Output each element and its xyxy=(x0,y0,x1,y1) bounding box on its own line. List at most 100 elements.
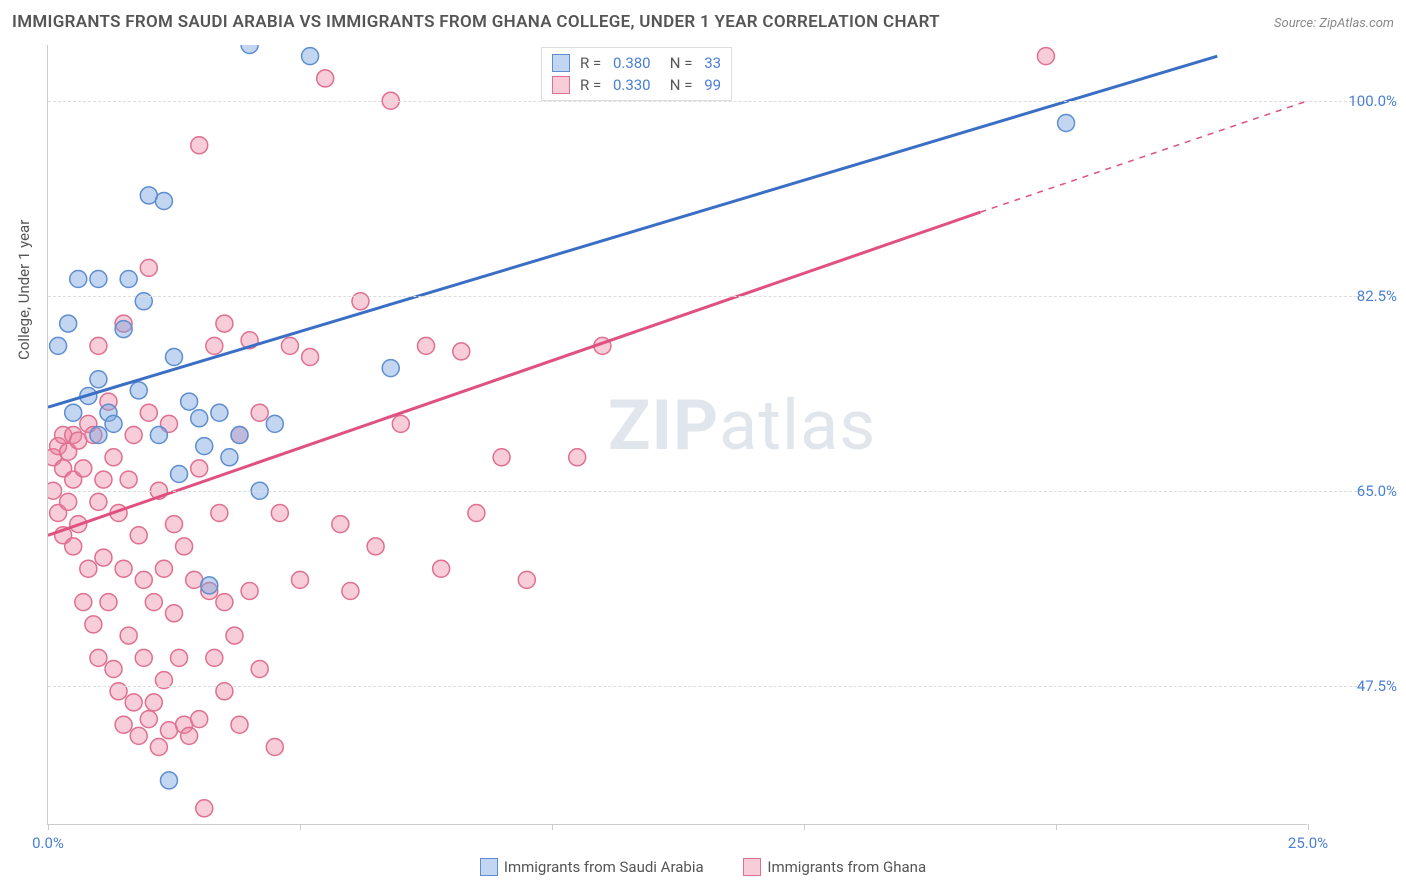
data-point xyxy=(176,538,193,555)
data-point xyxy=(140,259,157,276)
data-point xyxy=(70,271,87,288)
data-point xyxy=(120,627,137,644)
data-point xyxy=(115,321,132,338)
data-point xyxy=(140,404,157,421)
legend-row-saudi: R = 0.380 N = 33 xyxy=(552,52,721,74)
data-point xyxy=(160,772,177,789)
data-point xyxy=(317,70,334,87)
gridline xyxy=(48,491,1362,492)
swatch-saudi xyxy=(552,54,570,72)
data-point xyxy=(266,739,283,756)
data-point xyxy=(50,337,67,354)
data-point xyxy=(211,505,228,522)
data-point xyxy=(65,538,82,555)
data-point xyxy=(75,460,92,477)
data-point xyxy=(292,571,309,588)
data-point xyxy=(226,627,243,644)
x-tick xyxy=(552,824,553,830)
scatter-svg xyxy=(48,45,1308,825)
data-point xyxy=(201,577,218,594)
data-point xyxy=(211,404,228,421)
data-point xyxy=(166,349,183,366)
gridline xyxy=(48,686,1362,687)
gridline xyxy=(48,296,1362,297)
data-point xyxy=(221,449,238,466)
data-point xyxy=(171,649,188,666)
data-point xyxy=(115,560,132,577)
trend-line-dashed xyxy=(980,101,1308,212)
data-point xyxy=(231,427,248,444)
data-point xyxy=(120,471,137,488)
x-tick xyxy=(1308,824,1309,830)
data-point xyxy=(166,516,183,533)
data-point xyxy=(281,337,298,354)
y-axis-label: College, Under 1 year xyxy=(15,220,33,360)
data-point xyxy=(75,594,92,611)
data-point xyxy=(302,349,319,366)
bottom-legend: Immigrants from Saudi Arabia Immigrants … xyxy=(0,858,1406,880)
data-point xyxy=(196,438,213,455)
x-tick-label: 25.0% xyxy=(1288,834,1328,852)
data-point xyxy=(453,343,470,360)
chart-title: IMMIGRANTS FROM SAUDI ARABIA VS IMMIGRAN… xyxy=(12,12,940,32)
x-tick xyxy=(300,824,301,830)
data-point xyxy=(231,716,248,733)
data-point xyxy=(266,415,283,432)
data-point xyxy=(120,271,137,288)
data-point xyxy=(392,415,409,432)
data-point xyxy=(90,493,107,510)
data-point xyxy=(135,571,152,588)
data-point xyxy=(1037,48,1054,65)
data-point xyxy=(90,649,107,666)
data-point xyxy=(90,427,107,444)
data-point xyxy=(433,560,450,577)
y-tick-label: 65.0% xyxy=(1317,482,1397,500)
data-point xyxy=(130,527,147,544)
data-point xyxy=(171,466,188,483)
data-point xyxy=(468,505,485,522)
data-point xyxy=(181,727,198,744)
data-point xyxy=(216,315,233,332)
y-tick-label: 47.5% xyxy=(1317,677,1397,695)
data-point xyxy=(100,594,117,611)
stats-legend: R = 0.380 N = 33 R = 0.330 N = 99 xyxy=(541,47,732,101)
data-point xyxy=(105,661,122,678)
swatch-ghana xyxy=(743,858,761,876)
data-point xyxy=(130,382,147,399)
data-point xyxy=(135,649,152,666)
x-tick xyxy=(1056,824,1057,830)
data-point xyxy=(90,337,107,354)
data-point xyxy=(241,45,258,54)
legend-row-ghana: R = 0.330 N = 99 xyxy=(552,74,721,96)
data-point xyxy=(125,694,142,711)
data-point xyxy=(145,694,162,711)
data-point xyxy=(191,410,208,427)
data-point xyxy=(191,137,208,154)
data-point xyxy=(150,427,167,444)
data-point xyxy=(569,449,586,466)
trend-line xyxy=(48,212,980,535)
data-point xyxy=(140,711,157,728)
legend-item-saudi: Immigrants from Saudi Arabia xyxy=(480,858,704,876)
data-point xyxy=(493,449,510,466)
data-point xyxy=(418,337,435,354)
plot-area: ZIPatlas R = 0.380 N = 33 R = 0.330 N = … xyxy=(47,45,1307,825)
data-point xyxy=(206,337,223,354)
data-point xyxy=(367,538,384,555)
data-point xyxy=(125,427,142,444)
data-point xyxy=(302,48,319,65)
data-point xyxy=(60,493,77,510)
data-point xyxy=(191,460,208,477)
data-point xyxy=(191,711,208,728)
data-point xyxy=(60,315,77,332)
data-point xyxy=(271,505,288,522)
data-point xyxy=(150,739,167,756)
data-point xyxy=(332,516,349,533)
data-point xyxy=(196,800,213,817)
data-point xyxy=(155,193,172,210)
data-point xyxy=(216,594,233,611)
data-point xyxy=(342,583,359,600)
gridline xyxy=(48,101,1362,102)
data-point xyxy=(90,371,107,388)
data-point xyxy=(382,360,399,377)
